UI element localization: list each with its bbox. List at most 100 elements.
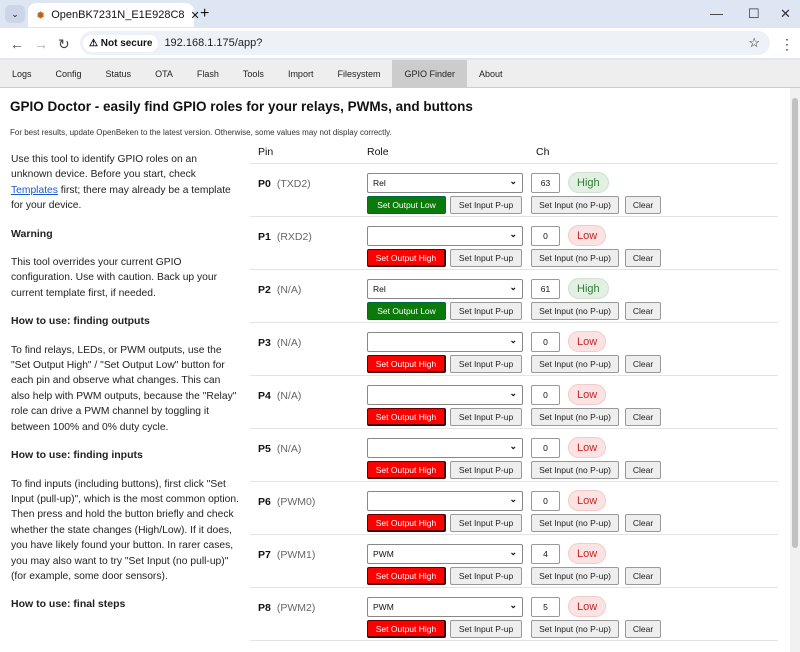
clear-button[interactable]: Clear — [625, 620, 661, 638]
set-input-no-pullup-button[interactable]: Set Input (no P-up) — [531, 620, 619, 638]
set-output-button[interactable]: Set Output Low — [367, 196, 446, 214]
url-text[interactable]: 192.168.1.175/app? — [164, 37, 263, 49]
clear-button[interactable]: Clear — [625, 302, 661, 320]
set-input-no-pullup-button[interactable]: Set Input (no P-up) — [531, 408, 619, 426]
state-badge: Low — [568, 437, 607, 458]
channel-input[interactable]: 0 — [531, 226, 560, 246]
reload-icon[interactable]: ↻ — [58, 36, 70, 52]
set-input-pullup-button[interactable]: Set Input P-up — [450, 302, 522, 320]
set-output-button[interactable]: Set Output Low — [367, 302, 446, 320]
set-input-no-pullup-button[interactable]: Set Input (no P-up) — [531, 461, 619, 479]
menu-item-logs[interactable]: Logs — [12, 69, 32, 79]
set-input-pullup-button[interactable]: Set Input P-up — [450, 620, 522, 638]
menu-item-gpio-finder[interactable]: GPIO Finder — [392, 60, 467, 87]
role-value: PWM — [373, 602, 394, 612]
maximize-icon[interactable]: ☐ — [748, 6, 760, 21]
pin-name: P5 — [258, 443, 271, 455]
clear-button[interactable]: Clear — [625, 514, 661, 532]
set-output-button[interactable]: Set Output High — [367, 408, 446, 426]
role-value: PWM — [373, 549, 394, 559]
set-input-pullup-button[interactable]: Set Input P-up — [450, 408, 522, 426]
scrollbar[interactable] — [790, 88, 800, 652]
role-select[interactable]: PWM ⌄ — [367, 597, 523, 617]
menu-item-ota[interactable]: OTA — [155, 69, 173, 79]
browser-tab[interactable]: ✹ OpenBK7231N_E1E928C8 ✕ — [28, 3, 200, 27]
channel-input[interactable]: 61 — [531, 279, 560, 299]
close-window-icon[interactable]: ✕ — [780, 6, 791, 21]
channel-input[interactable]: 0 — [531, 438, 560, 458]
role-select[interactable]: ⌄ — [367, 332, 523, 352]
security-indicator[interactable]: ⚠ Not secure — [83, 34, 159, 52]
pin-cell: P0 (TXD2) — [258, 178, 362, 190]
set-output-button[interactable]: Set Output High — [367, 567, 446, 585]
menu-item-tools[interactable]: Tools — [242, 69, 264, 79]
set-input-no-pullup-button[interactable]: Set Input (no P-up) — [531, 302, 619, 320]
pin-cell: P6 (PWM0) — [258, 496, 362, 508]
channel-input[interactable]: 4 — [531, 544, 560, 564]
set-input-no-pullup-button[interactable]: Set Input (no P-up) — [531, 249, 619, 267]
menu-item-flash[interactable]: Flash — [196, 69, 219, 79]
templates-link[interactable]: Templates — [11, 184, 58, 196]
channel-input[interactable]: 0 — [531, 385, 560, 405]
clear-button[interactable]: Clear — [625, 196, 661, 214]
role-select[interactable]: Rel ⌄ — [367, 173, 523, 193]
back-icon[interactable]: ← — [10, 36, 24, 52]
clear-button[interactable]: Clear — [625, 408, 661, 426]
menu-item-config[interactable]: Config — [55, 69, 82, 79]
chevron-down-icon: ⌄ — [509, 600, 517, 610]
menu-item-import[interactable]: Import — [287, 69, 314, 79]
new-tab-icon[interactable]: + — [200, 5, 210, 22]
menu-item-about[interactable]: About — [478, 69, 503, 79]
chevron-down-icon: ⌄ — [509, 441, 517, 451]
scrollbar-thumb[interactable] — [792, 98, 798, 548]
set-input-pullup-button[interactable]: Set Input P-up — [450, 196, 522, 214]
set-input-no-pullup-button[interactable]: Set Input (no P-up) — [531, 196, 619, 214]
minimize-icon[interactable]: — — [710, 6, 723, 21]
set-output-button[interactable]: Set Output High — [367, 620, 446, 638]
set-input-pullup-button[interactable]: Set Input P-up — [450, 355, 522, 373]
clear-button[interactable]: Clear — [625, 249, 661, 267]
channel-input[interactable]: 63 — [531, 173, 560, 193]
address-bar[interactable]: ⚠ Not secure 192.168.1.175/app? ☆ — [80, 31, 770, 55]
menu-item-filesystem[interactable]: Filesystem — [337, 69, 381, 79]
chevron-down-icon: ⌄ — [509, 547, 517, 557]
role-select[interactable]: ⌄ — [367, 385, 523, 405]
intro-text: Use this tool to identify GPIO roles on … — [11, 152, 239, 214]
set-input-no-pullup-button[interactable]: Set Input (no P-up) — [531, 514, 619, 532]
menu-item-status[interactable]: Status — [105, 69, 132, 79]
set-output-button[interactable]: Set Output High — [367, 514, 446, 532]
pin-cell: P4 (N/A) — [258, 390, 362, 402]
clear-button[interactable]: Clear — [625, 461, 661, 479]
set-input-pullup-button[interactable]: Set Input P-up — [450, 567, 522, 585]
role-select[interactable]: ⌄ — [367, 491, 523, 511]
clear-button[interactable]: Clear — [625, 355, 661, 373]
intro-a: Use this tool to identify GPIO roles on … — [11, 154, 198, 181]
set-input-pullup-button[interactable]: Set Input P-up — [450, 514, 522, 532]
more-menu-icon[interactable]: ⋮ — [780, 36, 794, 52]
pin-name: P7 — [258, 549, 271, 561]
table-row: P6 (PWM0) ⌄ 0 Low Set Output High Set Inp… — [250, 482, 778, 535]
page-title: GPIO Doctor - easily find GPIO roles for… — [10, 99, 473, 114]
set-input-no-pullup-button[interactable]: Set Input (no P-up) — [531, 355, 619, 373]
bookmark-star-icon[interactable]: ☆ — [748, 35, 760, 50]
pin-alias: (TXD2) — [276, 178, 311, 190]
pin-cell: P1 (RXD2) — [258, 231, 362, 243]
tab-search-button[interactable]: ⌄ — [5, 5, 25, 23]
role-select[interactable]: ⌄ — [367, 226, 523, 246]
set-input-pullup-button[interactable]: Set Input P-up — [450, 461, 522, 479]
set-output-button[interactable]: Set Output High — [367, 249, 446, 267]
final-heading: How to use: final steps — [11, 598, 126, 611]
clear-button[interactable]: Clear — [625, 567, 661, 585]
channel-input[interactable]: 0 — [531, 491, 560, 511]
role-select[interactable]: Rel ⌄ — [367, 279, 523, 299]
role-select[interactable]: PWM ⌄ — [367, 544, 523, 564]
role-select[interactable]: ⌄ — [367, 438, 523, 458]
forward-icon[interactable]: → — [34, 36, 48, 52]
set-output-button[interactable]: Set Output High — [367, 355, 446, 373]
channel-input[interactable]: 0 — [531, 332, 560, 352]
close-tab-icon[interactable]: ✕ — [190, 9, 200, 22]
channel-input[interactable]: 5 — [531, 597, 560, 617]
set-output-button[interactable]: Set Output High — [367, 461, 446, 479]
set-input-pullup-button[interactable]: Set Input P-up — [450, 249, 522, 267]
set-input-no-pullup-button[interactable]: Set Input (no P-up) — [531, 567, 619, 585]
